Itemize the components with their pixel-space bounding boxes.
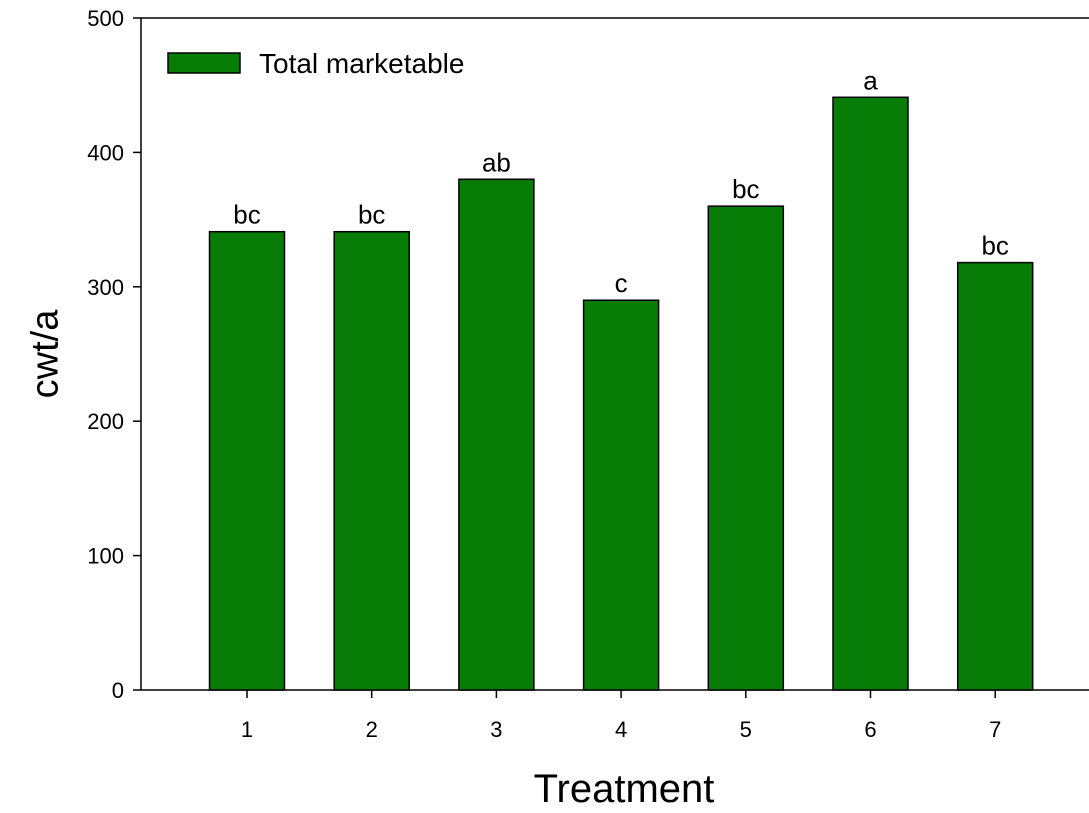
bar-data-label: bc [732, 174, 759, 204]
x-tick-label: 5 [740, 717, 752, 742]
bar [707, 205, 785, 691]
bar [832, 96, 909, 691]
bar-data-label: c [615, 268, 628, 298]
bar-data-label: bc [981, 231, 1008, 261]
bar-data-label: a [863, 65, 878, 95]
bar-data-label: bc [233, 200, 260, 230]
bar-data-label: ab [482, 147, 511, 177]
y-tick-label: 300 [87, 275, 124, 300]
bar-data-label: bc [358, 200, 385, 230]
axes: 0 100 200 300 400 500 1 2 3 4 5 6 7 [87, 6, 1089, 742]
x-axis-title: Treatment [534, 767, 715, 808]
bar [458, 178, 535, 691]
legend-label: Total marketable [259, 48, 464, 79]
legend: Total marketable [167, 48, 464, 79]
y-tick-label: 100 [87, 544, 124, 569]
x-tick-label: 6 [864, 717, 876, 742]
x-tick-label: 4 [615, 717, 627, 742]
bar [582, 299, 660, 691]
x-tick-label: 2 [366, 717, 378, 742]
bars [208, 96, 1034, 691]
x-tick-label: 3 [490, 717, 502, 742]
x-tick-label: 1 [241, 717, 253, 742]
y-axis-title: cwt/a [24, 309, 66, 399]
legend-swatch [167, 52, 241, 74]
bar [956, 261, 1034, 691]
bar [333, 230, 410, 691]
y-tick-label: 0 [112, 678, 124, 703]
y-tick-label: 400 [87, 140, 124, 165]
bar [208, 230, 286, 691]
x-tick-label: 7 [989, 717, 1001, 742]
y-tick-label: 200 [87, 409, 124, 434]
y-tick-label: 500 [87, 6, 124, 31]
